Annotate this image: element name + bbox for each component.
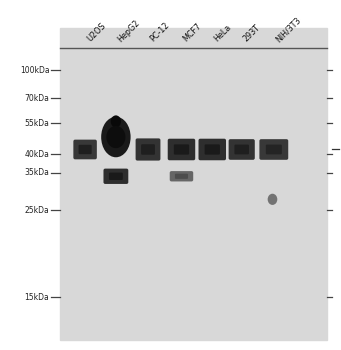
FancyBboxPatch shape xyxy=(103,169,128,184)
Ellipse shape xyxy=(106,126,125,148)
FancyBboxPatch shape xyxy=(141,144,155,155)
FancyBboxPatch shape xyxy=(109,173,123,180)
Text: 293T: 293T xyxy=(242,23,262,44)
FancyBboxPatch shape xyxy=(174,144,189,155)
FancyBboxPatch shape xyxy=(136,138,160,161)
Text: 40kDa: 40kDa xyxy=(25,150,49,159)
FancyBboxPatch shape xyxy=(260,139,288,160)
FancyBboxPatch shape xyxy=(168,139,195,160)
Text: 35kDa: 35kDa xyxy=(25,168,49,177)
Ellipse shape xyxy=(111,116,121,127)
FancyBboxPatch shape xyxy=(234,145,249,154)
Bar xyxy=(60,28,327,340)
Text: MCF7: MCF7 xyxy=(181,22,204,44)
Text: U2OS: U2OS xyxy=(85,21,107,44)
Text: 15kDa: 15kDa xyxy=(25,293,49,302)
Text: HepG2: HepG2 xyxy=(116,18,142,44)
Text: 100kDa: 100kDa xyxy=(20,65,49,75)
Ellipse shape xyxy=(268,194,277,205)
Text: HeLa: HeLa xyxy=(212,23,233,44)
FancyBboxPatch shape xyxy=(175,174,188,179)
Ellipse shape xyxy=(101,117,131,157)
FancyBboxPatch shape xyxy=(205,144,220,155)
Text: PSMC5: PSMC5 xyxy=(340,145,341,154)
Text: 25kDa: 25kDa xyxy=(25,206,49,215)
FancyBboxPatch shape xyxy=(73,140,97,159)
FancyBboxPatch shape xyxy=(266,145,282,154)
FancyBboxPatch shape xyxy=(198,139,226,160)
Text: 55kDa: 55kDa xyxy=(25,119,49,127)
FancyBboxPatch shape xyxy=(228,139,255,160)
Text: 70kDa: 70kDa xyxy=(25,93,49,103)
FancyBboxPatch shape xyxy=(170,171,193,181)
FancyBboxPatch shape xyxy=(78,145,92,154)
Text: PC-12: PC-12 xyxy=(148,21,171,44)
Text: NIH/3T3: NIH/3T3 xyxy=(274,15,302,44)
